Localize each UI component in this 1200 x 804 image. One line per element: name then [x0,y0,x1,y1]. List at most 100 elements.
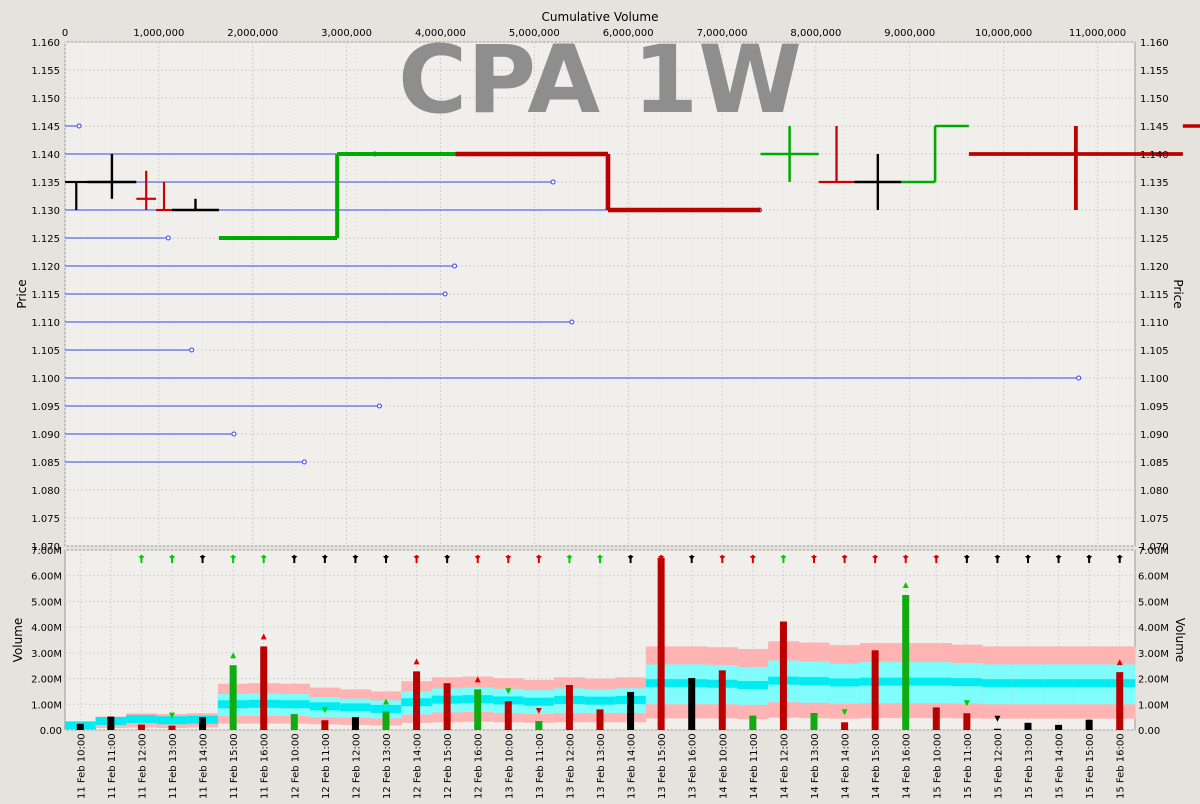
signal-arrow [1025,556,1031,560]
volume-bar [841,722,849,730]
time-tick-label: 12 Feb 14:00 [413,733,424,799]
time-tick-label: 12 Feb 16:00 [474,733,485,799]
time-tick-label: 13 Feb 14:00 [627,733,638,799]
cumvol-tick-label: 2,000,000 [227,28,278,39]
band-center [156,716,188,725]
volume-tick-label-right: 0.00 [1138,726,1160,737]
signal-arrow [780,556,787,560]
time-tick-label: 12 Feb 10:00 [290,733,301,799]
price-tick-label-left: 1.140 [31,150,60,161]
bar-marker [413,658,420,665]
signal-markers [138,555,1123,722]
price-tick-label-right: 1.115 [1140,290,1169,301]
band-center [279,700,311,709]
price-tick-label-left: 1.125 [31,234,60,245]
band-center [523,697,555,706]
volume-bar [718,670,726,730]
price-tick-label-right: 1.140 [1140,150,1169,161]
band-center [309,702,341,711]
signal-arrow [291,556,298,560]
signal-arrow [169,556,175,560]
signal-arrow [352,556,359,560]
volume-bar [474,689,482,730]
price-tick-label-left: 1.080 [31,486,60,497]
time-tick-label: 15 Feb 11:00 [963,733,974,799]
volume-tick-label-left: 6.00M [31,572,62,583]
band-center [1012,679,1044,688]
volume-tick-label-right: 6.00M [1138,572,1169,583]
volume-bar [382,711,390,730]
band-center [737,681,769,689]
signal-arrow [505,556,512,560]
time-tick-label: 11 Feb 11:00 [107,733,118,799]
time-tick-label: 14 Feb 12:00 [779,733,790,799]
price-tick-label-right: 1.135 [1140,178,1169,189]
volume-bar [1085,719,1093,730]
time-tick-label: 13 Feb 15:00 [657,733,668,799]
price-tick-label-left: 1.100 [31,374,60,385]
time-tick-label: 15 Feb 13:00 [1024,733,1035,799]
bar-marker [994,715,1001,722]
time-tick-label: 14 Feb 10:00 [718,733,729,799]
band-center [951,678,983,687]
band-center [1043,679,1075,688]
signal-arrow [230,556,237,560]
volume-tick-label-right: 3.00M [1138,649,1169,660]
time-tick-label: 15 Feb 12:00 [993,733,1004,799]
volume-bar [596,709,604,730]
volume-tick-label-left: 5.00M [31,597,62,608]
price-tick-label-left: 1.095 [31,402,60,413]
signal-arrow [597,556,603,560]
signal-arrow [383,556,389,560]
volume-bar [1116,672,1124,730]
price-tick-label-right: 1.120 [1140,262,1169,273]
price-tick-label-left: 1.110 [31,318,60,329]
signal-arrow [811,556,817,560]
price-tick-label-right: 1.100 [1140,374,1169,385]
volume-bar [229,665,237,730]
x-axis-title: Cumulative Volume [542,10,659,24]
signal-arrow [749,556,756,560]
time-tick-label: 14 Feb 16:00 [902,733,913,799]
signal-arrow [260,556,267,560]
volume-bar [902,595,910,730]
time-tick-label: 11 Feb 14:00 [199,733,210,799]
band-center [584,696,616,705]
signal-arrow [1086,556,1093,560]
price-tick-label-left: 1.120 [31,262,60,273]
price-tick-label-right: 1.145 [1140,122,1169,133]
signal-arrow [444,556,451,560]
cumvol-tick-label: 6,000,000 [603,28,654,39]
signal-arrow [902,556,909,560]
axes: 1.070 1.070 1.075 1.075 1.080 1.080 1.085 1.085… [31,28,1169,799]
volume-bar [810,713,818,730]
time-tick-label: 15 Feb 15:00 [1085,733,1096,799]
time-tick-label: 12 Feb 13:00 [382,733,393,799]
price-tick-label-left: 1.130 [31,206,60,217]
time-tick-label: 14 Feb 14:00 [841,733,852,799]
time-tick-label: 14 Feb 13:00 [810,733,821,799]
volume-axis-title-left: Volume [11,618,25,663]
signal-arrow [841,556,848,560]
price-tick-label-left: 1.135 [31,178,60,189]
signal-arrow [719,556,726,560]
cumvol-tick-label: 4,000,000 [415,28,466,39]
time-tick-label: 11 Feb 16:00 [260,733,271,799]
volume-bar [351,717,359,730]
volume-bar [107,716,115,730]
band-center [829,678,861,687]
profile-end-marker [550,179,556,185]
price-tick-label-left: 1.090 [31,430,60,441]
price-tick-label-right: 1.130 [1140,206,1169,217]
bar-marker [230,652,237,659]
bar-marker [474,676,481,683]
price-tick-label-right: 1.080 [1140,486,1169,497]
profile-end-marker [1076,375,1082,381]
signal-arrow [566,556,573,560]
volume-bar [443,683,451,730]
time-tick-label: 11 Feb 15:00 [229,733,240,799]
cumvol-tick-label: 0 [62,28,68,39]
band-center [126,715,158,724]
volume-tick-label-left: 3.00M [31,649,62,660]
band-center [493,696,525,705]
